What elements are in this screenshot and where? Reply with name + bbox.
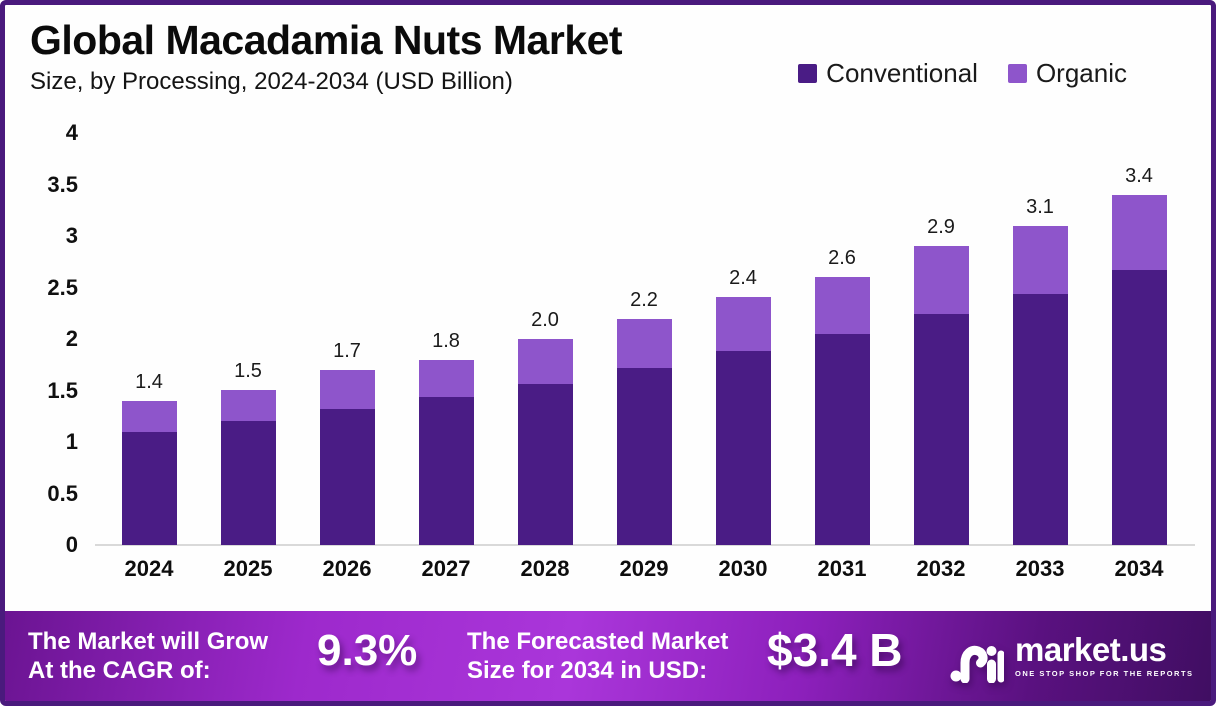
bar-total-label-2025: 1.5: [234, 360, 262, 382]
x-tick-2033: 2033: [1015, 556, 1065, 581]
page-title: Global Macadamia Nuts Market: [30, 17, 623, 63]
cagr-caption-line2: At the CAGR of:: [28, 657, 211, 684]
header: Global Macadamia Nuts Market Size, by Pr…: [30, 17, 623, 97]
bar-total-label-2033: 3.1: [1026, 196, 1054, 218]
bar-organic-2030: [715, 297, 771, 351]
forecast-caption: The Forecasted Market Size for 2034 in U…: [467, 627, 728, 685]
forecast-caption-line2: Size for 2034 in USD:: [467, 657, 708, 684]
bar-conventional-2029: [616, 368, 672, 545]
bar-organic-2026: [319, 370, 375, 409]
bar-conventional-2025: [220, 421, 276, 545]
bar-total-label-2031: 2.6: [828, 247, 856, 269]
forecast-value: $3.4 B: [767, 624, 903, 676]
bar-total-label-2026: 1.7: [333, 340, 361, 362]
x-tick-2029: 2029: [619, 556, 669, 581]
y-tick-4: 4: [65, 120, 78, 145]
legend-item-conventional: Conventional: [798, 58, 978, 89]
y-tick-3.5: 3.5: [47, 171, 78, 197]
bar-organic-2033: [1012, 226, 1068, 294]
brand-text: market.us ONE STOP SHOP FOR THE REPORTS: [1015, 633, 1194, 678]
chart-legend: Conventional Organic: [798, 58, 1127, 89]
bar-conventional-2031: [814, 334, 870, 545]
brand-tagline: ONE STOP SHOP FOR THE REPORTS: [1015, 668, 1194, 678]
x-tick-2026: 2026: [322, 556, 372, 581]
brand-lockup: market.us ONE STOP SHOP FOR THE REPORTS: [950, 627, 1194, 683]
legend-label: Organic: [1035, 58, 1127, 88]
bar-total-label-2028: 2.0: [531, 309, 559, 331]
bar-conventional-2026: [319, 409, 375, 545]
bar-organic-2032: [913, 246, 969, 314]
bar-organic-2024: [121, 401, 177, 432]
x-tick-2031: 2031: [817, 556, 867, 581]
legend-swatch-conventional: [798, 64, 818, 83]
x-tick-2032: 2032: [916, 556, 966, 581]
legend-swatch-organic: [1007, 64, 1027, 83]
forecast-caption-line1: The Forecasted Market: [467, 628, 729, 655]
y-tick-2: 2: [65, 326, 78, 351]
y-tick-1: 1: [65, 429, 78, 454]
legend-label: Conventional: [826, 58, 978, 88]
footer-banner: The Market will Grow At the CAGR of: 9.3…: [5, 611, 1211, 701]
bar-total-label-2027: 1.8: [432, 330, 460, 352]
bar-conventional-2030: [715, 351, 771, 545]
y-tick-3: 3: [65, 223, 78, 248]
bar-organic-2029: [616, 319, 672, 368]
cagr-value: 9.3%: [317, 626, 418, 675]
y-tick-2.5: 2.5: [47, 274, 78, 300]
bar-conventional-2033: [1012, 294, 1068, 545]
bar-total-label-2030: 2.4: [729, 267, 757, 289]
bar-conventional-2034: [1111, 270, 1167, 545]
bar-organic-2034: [1111, 195, 1167, 270]
bar-total-label-2032: 2.9: [927, 216, 955, 238]
x-tick-2027: 2027: [421, 556, 471, 581]
x-tick-2025: 2025: [223, 556, 273, 581]
market-us-logo-icon: [950, 645, 1004, 683]
x-tick-2028: 2028: [520, 556, 570, 581]
x-axis-line: [95, 544, 1195, 546]
bar-total-label-2034: 3.4: [1125, 165, 1153, 187]
legend-item-organic: Organic: [1007, 58, 1127, 89]
cagr-caption: The Market will Grow At the CAGR of:: [28, 627, 268, 685]
bar-organic-2031: [814, 277, 870, 334]
bar-organic-2027: [418, 360, 474, 397]
bar-conventional-2027: [418, 397, 474, 545]
page-subtitle: Size, by Processing, 2024-2034 (USD Bill…: [30, 68, 513, 95]
x-tick-2034: 2034: [1114, 556, 1164, 581]
y-tick-0.5: 0.5: [47, 480, 78, 506]
bar-conventional-2032: [913, 314, 969, 545]
y-tick-0: 0: [65, 532, 78, 557]
bar-conventional-2028: [517, 384, 573, 545]
y-tick-1.5: 1.5: [47, 377, 78, 403]
bar-conventional-2024: [121, 432, 177, 545]
bar-total-label-2029: 2.2: [630, 289, 658, 311]
cagr-caption-line1: The Market will Grow: [28, 628, 269, 655]
bar-organic-2028: [517, 339, 573, 384]
bar-organic-2025: [220, 390, 276, 421]
brand-name: market.us: [1015, 630, 1167, 668]
x-tick-2024: 2024: [124, 556, 174, 581]
bar-total-label-2024: 1.4: [135, 371, 163, 393]
x-tick-2030: 2030: [718, 556, 768, 581]
